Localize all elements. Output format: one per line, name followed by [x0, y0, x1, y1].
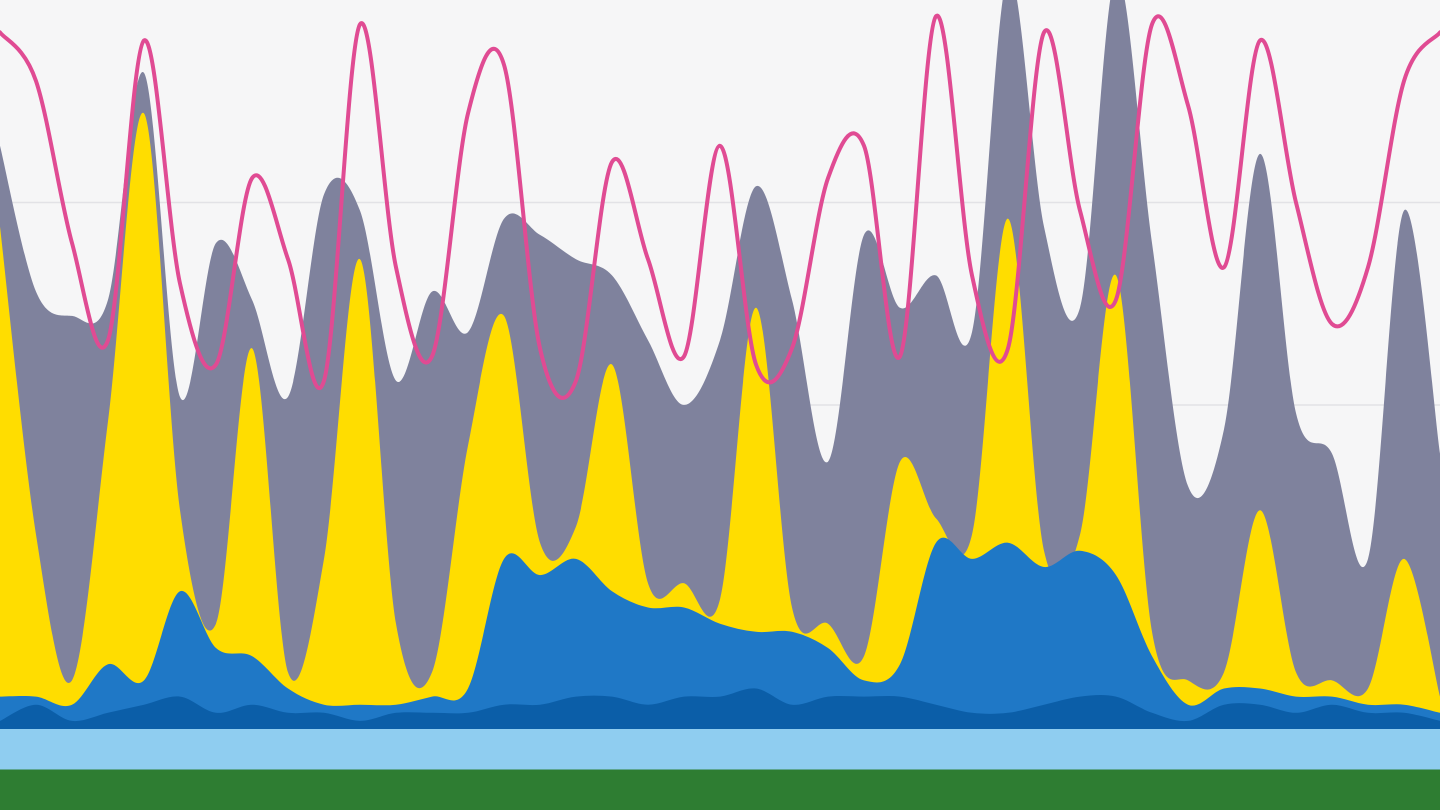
area-series-1 [0, 769, 1440, 810]
chart-line-layer [0, 14, 1440, 400]
line-series-1 [0, 14, 1440, 400]
